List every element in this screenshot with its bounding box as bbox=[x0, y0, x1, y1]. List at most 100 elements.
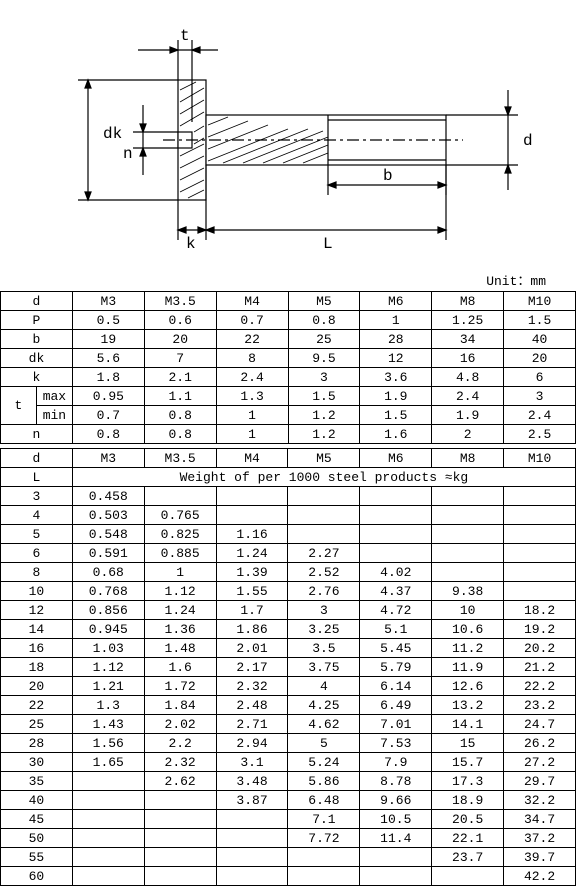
weight-L-cell: 18 bbox=[1, 658, 73, 677]
unit-label: Unit：mm bbox=[0, 270, 576, 289]
weight-row: 352.623.485.868.7817.329.7 bbox=[1, 772, 576, 791]
spec-cell: 3 bbox=[288, 368, 360, 387]
weight-cell bbox=[504, 563, 576, 582]
weight-row: 403.876.489.6618.932.2 bbox=[1, 791, 576, 810]
weight-cell bbox=[360, 487, 432, 506]
weight-cell: 6.14 bbox=[360, 677, 432, 696]
weight-cell: 3.1 bbox=[216, 753, 288, 772]
weight-row: 120.8561.241.734.721018.2 bbox=[1, 601, 576, 620]
weight-cell bbox=[288, 506, 360, 525]
weight-cell: 1.56 bbox=[72, 734, 144, 753]
spec-label: b bbox=[1, 330, 73, 349]
weight-col-m35: M3.5 bbox=[144, 449, 216, 468]
spec-col-m4: M4 bbox=[216, 292, 288, 311]
weight-L-cell: 5 bbox=[1, 525, 73, 544]
spec-col-d: d bbox=[1, 292, 73, 311]
weight-cell: 2.32 bbox=[216, 677, 288, 696]
weight-cell bbox=[432, 487, 504, 506]
weight-row: 251.432.022.714.627.0114.124.7 bbox=[1, 715, 576, 734]
weight-cell: 18.2 bbox=[504, 601, 576, 620]
spec-cell: 28 bbox=[360, 330, 432, 349]
spec-cell: 1 bbox=[216, 425, 288, 444]
weight-L-cell: 14 bbox=[1, 620, 73, 639]
weight-cell: 39.7 bbox=[504, 848, 576, 867]
weight-cell bbox=[432, 506, 504, 525]
weight-cell: 37.2 bbox=[504, 829, 576, 848]
weight-L-cell: 10 bbox=[1, 582, 73, 601]
weight-L-cell: 8 bbox=[1, 563, 73, 582]
weight-cell: 1.6 bbox=[144, 658, 216, 677]
weight-cell: 2.2 bbox=[144, 734, 216, 753]
weight-cell: 2.01 bbox=[216, 639, 288, 658]
spec-cell: 2.5 bbox=[504, 425, 576, 444]
spec-cell: 0.6 bbox=[144, 311, 216, 330]
spec-cell: 22 bbox=[216, 330, 288, 349]
weight-subheader-row: L Weight of per 1000 steel products ≈kg bbox=[1, 468, 576, 487]
weight-cell: 27.2 bbox=[504, 753, 576, 772]
spec-col-m5: M5 bbox=[288, 292, 360, 311]
weight-cell: 19.2 bbox=[504, 620, 576, 639]
spec-row-t-min: min 0.7 0.8 1 1.2 1.5 1.9 2.4 bbox=[1, 406, 576, 425]
spec-cell: 2.1 bbox=[144, 368, 216, 387]
weight-cell: 10 bbox=[432, 601, 504, 620]
weight-cell: 14.1 bbox=[432, 715, 504, 734]
weight-cell: 2.32 bbox=[144, 753, 216, 772]
weight-cell: 26.2 bbox=[504, 734, 576, 753]
weight-cell: 2.17 bbox=[216, 658, 288, 677]
weight-cell: 0.768 bbox=[72, 582, 144, 601]
spec-cell: 9.5 bbox=[288, 349, 360, 368]
weight-cell: 22.2 bbox=[504, 677, 576, 696]
spec-cell: 20 bbox=[504, 349, 576, 368]
weight-cell: 11.9 bbox=[432, 658, 504, 677]
weight-row: 457.110.520.534.7 bbox=[1, 810, 576, 829]
weight-cell: 5.24 bbox=[288, 753, 360, 772]
spec-cell: 20 bbox=[144, 330, 216, 349]
weight-cell: 3.75 bbox=[288, 658, 360, 677]
weight-L-cell: 20 bbox=[1, 677, 73, 696]
weight-cell: 0.765 bbox=[144, 506, 216, 525]
weight-cell: 1.55 bbox=[216, 582, 288, 601]
weight-L-cell: 3 bbox=[1, 487, 73, 506]
weight-cell: 13.2 bbox=[432, 696, 504, 715]
weight-cell: 2.48 bbox=[216, 696, 288, 715]
weight-cell: 7.53 bbox=[360, 734, 432, 753]
weight-cell: 3 bbox=[288, 601, 360, 620]
weight-cell: 4.62 bbox=[288, 715, 360, 734]
weight-cell bbox=[72, 810, 144, 829]
weight-L-cell: 25 bbox=[1, 715, 73, 734]
weight-row: 181.121.62.173.755.7911.921.2 bbox=[1, 658, 576, 677]
weight-cell: 10.6 bbox=[432, 620, 504, 639]
spec-cell: 1.9 bbox=[360, 387, 432, 406]
weight-cell: 1.3 bbox=[72, 696, 144, 715]
spec-cell: 8 bbox=[216, 349, 288, 368]
weight-cell: 2.27 bbox=[288, 544, 360, 563]
weight-cell: 1.86 bbox=[216, 620, 288, 639]
spec-cell: 0.8 bbox=[144, 425, 216, 444]
weight-cell: 0.503 bbox=[72, 506, 144, 525]
weight-cell: 7.01 bbox=[360, 715, 432, 734]
weight-cell bbox=[432, 563, 504, 582]
weight-cell bbox=[216, 487, 288, 506]
weight-cell bbox=[288, 525, 360, 544]
dim-label-L: L bbox=[323, 235, 333, 253]
spec-cell: 1.25 bbox=[432, 311, 504, 330]
spec-cell: 5.6 bbox=[72, 349, 144, 368]
weight-cell bbox=[360, 506, 432, 525]
weight-cell: 2.71 bbox=[216, 715, 288, 734]
spec-cell: 19 bbox=[72, 330, 144, 349]
weight-cell: 0.885 bbox=[144, 544, 216, 563]
spec-cell: 1.2 bbox=[288, 425, 360, 444]
weight-cell bbox=[432, 525, 504, 544]
weight-cell bbox=[432, 544, 504, 563]
weight-cell: 2.76 bbox=[288, 582, 360, 601]
spec-cell: 25 bbox=[288, 330, 360, 349]
weight-L-cell: 40 bbox=[1, 791, 73, 810]
weight-row: 100.7681.121.552.764.379.38 bbox=[1, 582, 576, 601]
weight-cell: 4.25 bbox=[288, 696, 360, 715]
weight-cell: 0.548 bbox=[72, 525, 144, 544]
weight-cell: 1.72 bbox=[144, 677, 216, 696]
spec-cell: 1.8 bbox=[72, 368, 144, 387]
weight-cell: 12.6 bbox=[432, 677, 504, 696]
weight-cell: 1.65 bbox=[72, 753, 144, 772]
spec-cell: 1.3 bbox=[216, 387, 288, 406]
